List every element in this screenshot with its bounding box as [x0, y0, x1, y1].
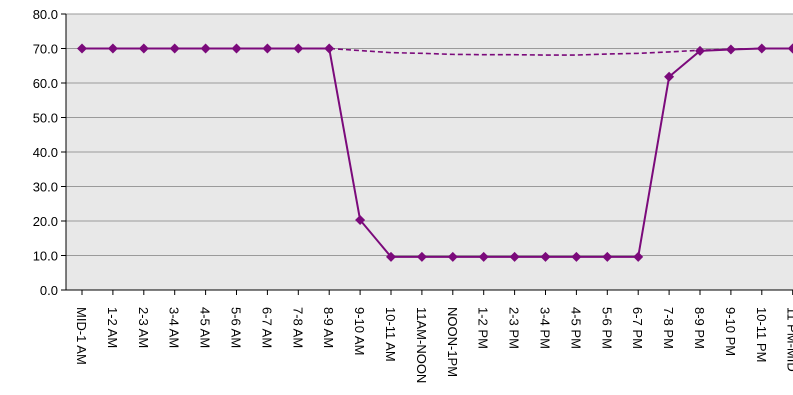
y-tick-label: 80.0	[33, 7, 58, 22]
x-tick-label: 3-4 AM	[167, 307, 182, 348]
data-point-marker	[293, 43, 304, 54]
y-tick-label: 70.0	[33, 42, 58, 57]
data-point-marker	[478, 251, 489, 262]
x-tick-label: 11 PM-MID	[785, 307, 793, 372]
x-tick-label: 11AM-NOON	[414, 307, 429, 383]
x-tick-label: 6-7 AM	[259, 307, 274, 348]
data-point-marker	[725, 44, 736, 55]
gridlines	[66, 13, 793, 256]
x-tick-label: 8-9 AM	[321, 307, 336, 348]
data-point-marker	[416, 251, 427, 262]
data-point-marker	[77, 43, 87, 54]
x-tick-label: 1-2 AM	[105, 307, 120, 348]
x-tick-label: 10-11 PM	[754, 307, 769, 362]
x-tick-label: 7-8 PM	[661, 307, 676, 349]
data-point-marker	[633, 251, 644, 262]
x-tick-label: 5-6 AM	[229, 307, 244, 348]
x-tick-label: 2-3 AM	[136, 307, 151, 348]
x-tick-label: 2-3 PM	[507, 307, 522, 349]
x-tick-label: 8-9 PM	[692, 307, 707, 349]
y-tick-label: 40.0	[33, 145, 58, 160]
y-tick-label: 10.0	[33, 249, 58, 264]
series-group	[77, 43, 793, 262]
data-point-marker	[138, 43, 149, 54]
x-tick-label: 6-7 PM	[630, 307, 645, 349]
data-point-marker	[787, 43, 793, 54]
y-tick-label: 60.0	[33, 76, 58, 91]
data-point-marker	[571, 251, 582, 262]
series-line-dashed	[82, 47, 793, 56]
x-tick-label: NOON-1PM	[445, 307, 460, 377]
x-tick-label: MID-1 AM	[74, 307, 89, 365]
data-point-marker	[231, 43, 242, 54]
data-point-marker	[695, 45, 705, 56]
x-axis-ticks: MID-1 AM 1-2 AM 2-3 AM 3-4 AM 4-5 AM 5-6 AM 6-…	[74, 290, 793, 383]
data-point-marker	[664, 71, 675, 82]
data-point-marker	[386, 251, 396, 262]
x-tick-label: 1-2 PM	[476, 307, 491, 349]
data-point-marker	[200, 43, 211, 54]
data-point-marker	[355, 214, 366, 225]
y-tick-label: 50.0	[33, 111, 58, 126]
data-point-marker	[540, 251, 551, 262]
y-tick-label: 0.0	[40, 283, 58, 298]
data-point-marker	[107, 43, 118, 54]
x-tick-label: 5-6 PM	[599, 307, 614, 349]
series-line-solid	[82, 47, 793, 258]
x-tick-label: 9-10 AM	[352, 307, 367, 355]
data-point-marker	[324, 43, 335, 54]
x-tick-label: 10-11 AM	[383, 307, 398, 362]
x-tick-label: 9-10 PM	[723, 307, 738, 356]
data-point-marker	[509, 251, 520, 262]
x-tick-label: 3-4 PM	[538, 307, 553, 349]
x-tick-label: 4-5 AM	[198, 307, 213, 348]
data-point-marker	[602, 251, 613, 262]
data-point-marker	[169, 43, 180, 54]
data-point-marker	[447, 251, 458, 262]
y-tick-label: 30.0	[33, 180, 58, 195]
y-axis-ticks: 0.0 10.0 20.0 30.0 40.0 50.0 60.0 70.0 80.0	[33, 7, 66, 298]
x-tick-label: 4-5 PM	[568, 307, 583, 349]
data-point-marker	[262, 43, 273, 54]
data-point-marker	[756, 43, 767, 54]
x-tick-label: 7-8 AM	[290, 307, 305, 348]
y-tick-label: 20.0	[33, 214, 58, 229]
